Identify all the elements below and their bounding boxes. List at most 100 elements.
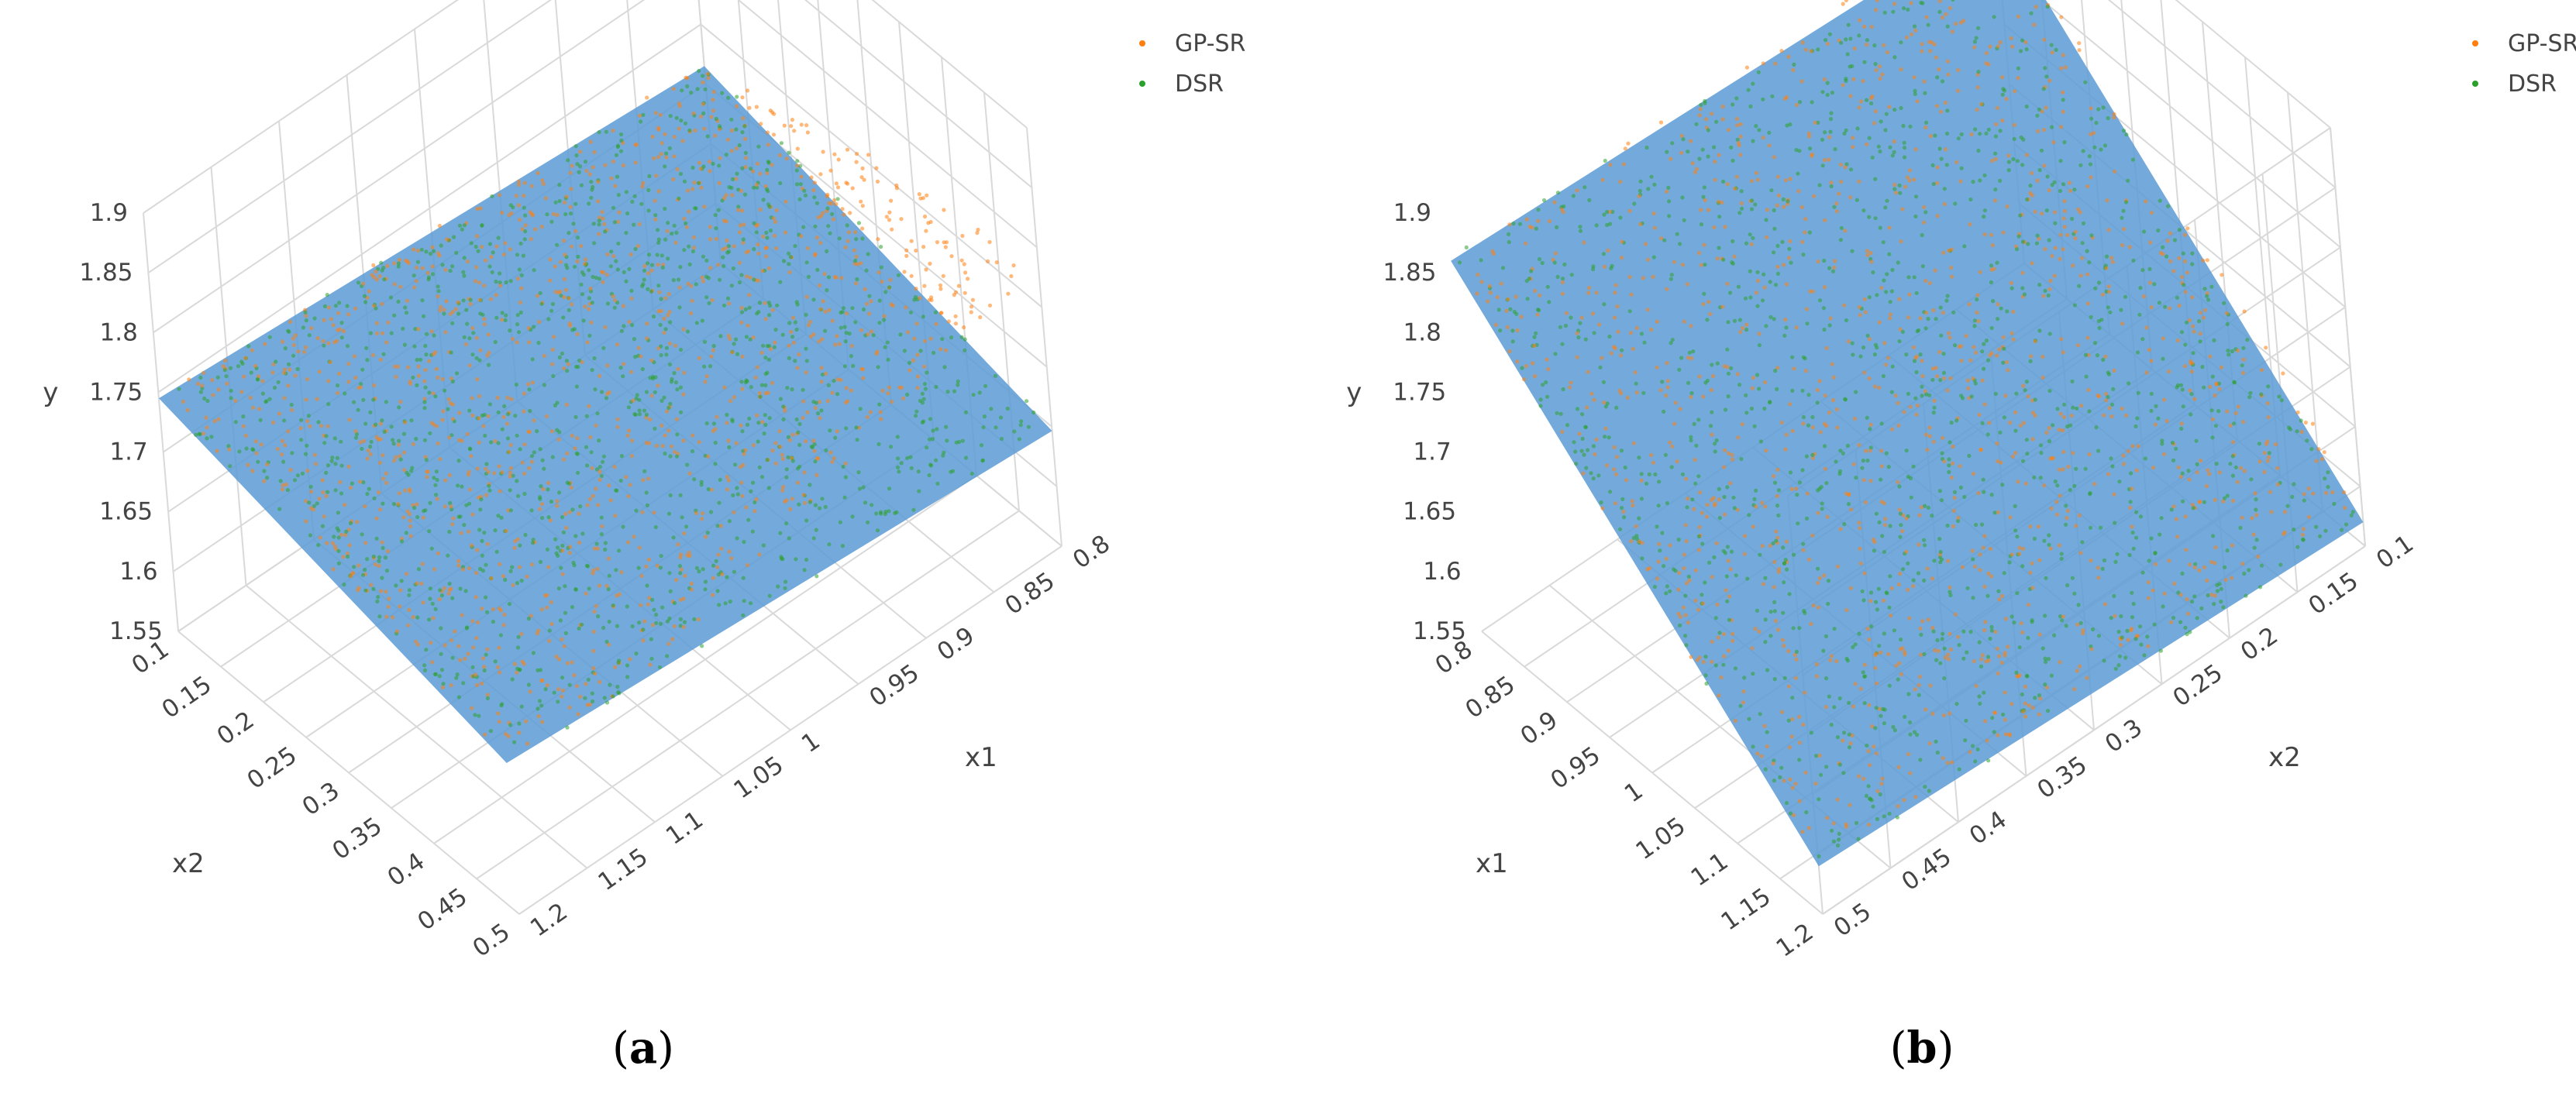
point-dsr	[1861, 208, 1866, 213]
legend-item-dsr[interactable]: DSR	[1139, 64, 1317, 104]
point-dsr	[1696, 418, 1701, 422]
point-dsr	[493, 528, 498, 533]
point-gp-sr	[1803, 369, 1809, 373]
scatter3d-plot-a[interactable]: 1.551.61.651.71.751.81.851.90.10.150.20.…	[0, 0, 1288, 999]
point-gp-sr	[1907, 292, 1912, 297]
legend-item-gp-sr[interactable]: GP-SR	[1139, 23, 1317, 64]
point-dsr	[1961, 629, 1966, 634]
point-dsr	[1790, 388, 1795, 393]
point-dsr	[744, 335, 749, 339]
point-gp-sr	[2030, 586, 2035, 590]
point-gp-sr	[396, 442, 401, 447]
point-gp-sr	[536, 170, 540, 175]
point-gp-sr	[1950, 274, 1954, 279]
point-gp-sr	[938, 287, 943, 291]
point-gp-sr	[558, 289, 563, 294]
point-dsr	[1899, 105, 1903, 111]
point-gp-sr	[225, 381, 229, 386]
point-dsr	[564, 359, 570, 363]
point-gp-sr	[399, 536, 405, 541]
point-dsr	[714, 559, 718, 564]
point-gp-sr	[1665, 287, 1669, 291]
point-gp-sr	[1999, 75, 2005, 80]
point-dsr	[1942, 646, 1947, 651]
point-dsr	[557, 490, 562, 495]
point-gp-sr	[852, 230, 858, 235]
point-dsr	[1984, 339, 1989, 343]
point-dsr	[2089, 315, 2093, 319]
point-dsr	[1996, 589, 2001, 593]
point-gp-sr	[553, 290, 558, 294]
point-dsr	[439, 243, 443, 248]
point-dsr	[749, 601, 753, 606]
x2-tick-label: 0.15	[157, 671, 216, 724]
point-dsr	[1562, 204, 1566, 208]
point-dsr	[2055, 483, 2060, 488]
point-gp-sr	[321, 339, 325, 343]
point-gp-sr	[941, 273, 945, 278]
point-dsr	[1791, 626, 1796, 631]
point-dsr	[1668, 589, 1672, 593]
point-dsr	[364, 345, 369, 350]
point-gp-sr	[460, 613, 464, 617]
point-gp-sr	[1841, 2, 1845, 6]
point-gp-sr	[1956, 634, 1961, 639]
point-gp-sr	[1870, 724, 1875, 729]
point-gp-sr	[605, 391, 610, 397]
point-dsr	[1575, 407, 1580, 411]
point-dsr	[667, 146, 673, 150]
point-dsr	[979, 443, 984, 448]
point-gp-sr	[708, 266, 713, 270]
point-gp-sr	[2033, 209, 2037, 214]
point-dsr	[731, 493, 735, 498]
point-gp-sr	[682, 531, 687, 536]
point-dsr	[372, 496, 377, 500]
point-dsr	[677, 196, 681, 201]
point-dsr	[1959, 166, 1964, 170]
point-gp-sr	[1717, 199, 1721, 204]
point-gp-sr	[2006, 153, 2011, 158]
point-gp-sr	[434, 424, 439, 428]
point-dsr	[1844, 162, 1849, 167]
point-gp-sr	[2040, 211, 2044, 216]
point-gp-sr	[1810, 289, 1815, 294]
point-dsr	[2349, 513, 2354, 517]
point-dsr	[1729, 366, 1734, 370]
point-gp-sr	[1786, 684, 1791, 689]
point-dsr	[2039, 451, 2044, 455]
point-gp-sr	[795, 366, 800, 370]
point-dsr	[756, 310, 761, 315]
point-gp-sr	[594, 423, 598, 428]
point-gp-sr	[641, 478, 646, 483]
point-dsr	[1782, 580, 1786, 585]
point-gp-sr	[1792, 366, 1796, 371]
point-dsr	[344, 529, 349, 535]
point-gp-sr	[394, 374, 398, 380]
point-dsr	[1935, 750, 1940, 755]
point-gp-sr	[1975, 108, 1979, 112]
point-gp-sr	[760, 420, 765, 425]
point-gp-sr	[304, 345, 308, 349]
point-gp-sr	[1818, 430, 1823, 435]
point-gp-sr	[1810, 425, 1815, 430]
point-gp-sr	[2301, 527, 2306, 531]
point-gp-sr	[2072, 687, 2077, 692]
point-dsr	[1986, 758, 1991, 763]
point-gp-sr	[697, 356, 701, 360]
point-gp-sr	[1965, 378, 1970, 383]
point-gp-sr	[2146, 596, 2151, 600]
point-dsr	[1890, 267, 1895, 273]
point-dsr	[577, 164, 583, 169]
point-gp-sr	[1799, 205, 1804, 209]
point-gp-sr	[639, 603, 643, 607]
point-dsr	[1965, 586, 1970, 590]
point-gp-sr	[1827, 135, 1832, 139]
point-gp-sr	[766, 143, 770, 147]
point-dsr	[763, 372, 768, 376]
point-dsr	[711, 563, 716, 568]
scatter3d-plot-b[interactable]: 1.551.61.651.71.751.81.851.90.80.850.90.…	[1288, 0, 2576, 999]
gridline	[871, 0, 1028, 129]
point-dsr	[516, 330, 522, 335]
point-gp-sr	[1619, 391, 1624, 396]
point-gp-sr	[1717, 693, 1721, 698]
